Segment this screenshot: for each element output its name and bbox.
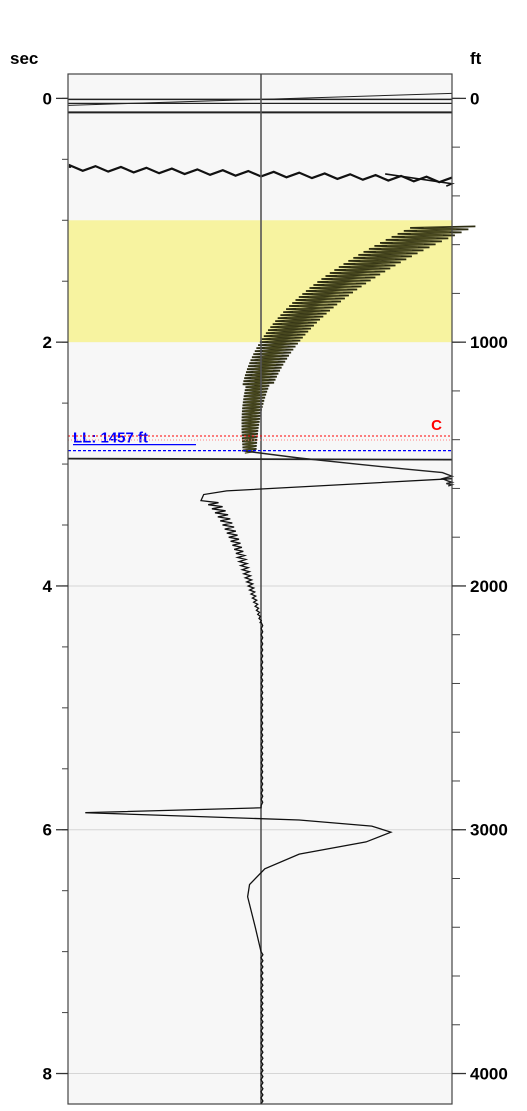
left-tick-label: 4	[43, 577, 53, 596]
right-tick-label: 0	[470, 89, 479, 108]
depth-markers: LL: 1457 ft C	[67, 417, 453, 461]
left-tick-label: 8	[43, 1065, 52, 1084]
marker-base-line	[67, 457, 453, 461]
top-reflection-trace	[67, 92, 453, 106]
grid-lines	[68, 585, 452, 1075]
right-tick-label: 3000	[470, 821, 508, 840]
marker-label-c: C	[431, 417, 442, 434]
left-tick-label: 6	[43, 821, 52, 840]
marker-label-ll: LL: 1457 ft	[73, 430, 148, 447]
right-tick-label: 2000	[470, 577, 508, 596]
axis-labels: 0 2 4 6 8 sec 0 1000 2000 3000 4000 ft	[10, 49, 508, 1084]
left-tick-label: 0	[43, 89, 52, 108]
plot-frame	[67, 73, 453, 1105]
right-axis-unit: ft	[470, 49, 482, 68]
right-tick-label: 4000	[470, 1065, 508, 1084]
shallow-reflection-trace	[68, 163, 453, 184]
right-tick-label: 1000	[470, 333, 508, 352]
highlight-band-rect	[68, 220, 452, 343]
waveform-traces	[67, 74, 476, 1105]
axes	[56, 73, 466, 1105]
series-trace-0	[241, 450, 455, 487]
left-axis-unit: sec	[10, 49, 38, 68]
direct-arrival-trace-2	[243, 227, 457, 454]
deep-waveform-trace	[85, 478, 453, 1105]
highlight-band	[68, 220, 452, 343]
left-tick-label: 2	[43, 333, 52, 352]
